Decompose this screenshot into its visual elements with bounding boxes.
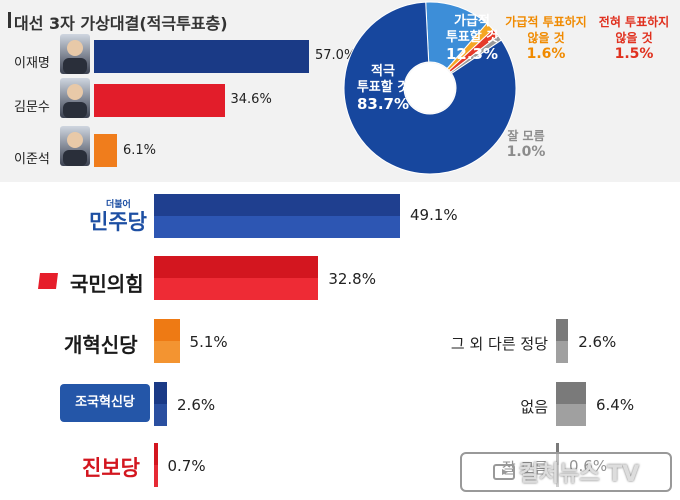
party-bar bbox=[154, 256, 319, 300]
pie-chart bbox=[343, 1, 517, 175]
party-bar bbox=[154, 319, 180, 363]
avatar bbox=[60, 34, 90, 74]
candidate-value: 34.6% bbox=[230, 92, 272, 107]
avatar bbox=[60, 78, 90, 118]
avatar bbox=[60, 126, 90, 166]
person-icon bbox=[63, 40, 87, 74]
watermark-text: 컬처뉴스 TV bbox=[518, 462, 640, 487]
party-logo: 조국혁신당 bbox=[60, 384, 150, 422]
party-value: 5.1% bbox=[189, 333, 228, 351]
candidate-value: 6.1% bbox=[123, 143, 157, 158]
pie-label-line: 전혀 투표하지 bbox=[598, 15, 670, 29]
pie-label-line: 않을 것 bbox=[615, 31, 653, 45]
chart-title: 대선 3자 가상대결(적극투표층) bbox=[14, 14, 228, 33]
other-value: 6.4% bbox=[596, 396, 635, 414]
other-value: 2.6% bbox=[578, 333, 617, 351]
party-logo: 더불어 민주당 bbox=[88, 200, 148, 234]
pie-label-value: 1.6% bbox=[526, 46, 566, 62]
pie-label-value: 83.7% bbox=[356, 95, 410, 113]
party-value: 0.7% bbox=[167, 457, 206, 475]
pie-label-line: 적극 bbox=[371, 64, 395, 79]
candidate-bar bbox=[94, 134, 117, 167]
pie-label-2: 가급적 투표할 것 12.3% bbox=[440, 14, 504, 62]
candidate-name: 이재명 bbox=[14, 56, 50, 71]
other-bar bbox=[556, 382, 586, 426]
party-value: 2.6% bbox=[177, 396, 216, 414]
other-bar bbox=[556, 319, 569, 363]
candidate-name: 김문수 bbox=[14, 100, 50, 115]
pie-label-line: 않을 것 bbox=[527, 31, 565, 45]
candidate-bar bbox=[94, 40, 309, 73]
pie-label-line: 투표할 것 bbox=[445, 30, 499, 45]
title-marker bbox=[8, 12, 11, 28]
pie-label-line: 가급적 bbox=[454, 14, 490, 29]
candidate-name: 이준석 bbox=[14, 152, 50, 167]
party-bar bbox=[154, 382, 168, 426]
pie-label-line: 가급적 투표하지 bbox=[505, 15, 587, 29]
pie-label-line: 투표할 것 bbox=[356, 80, 410, 95]
pie-label-value: 12.3% bbox=[445, 45, 499, 63]
party-logo: 진보당 bbox=[82, 456, 140, 480]
pie-hole bbox=[405, 63, 455, 113]
pie-label-3: 가급적 투표하지 않을 것 1.6% bbox=[500, 14, 592, 62]
person-icon bbox=[63, 84, 87, 118]
party-logo-text: 민주당 bbox=[89, 210, 147, 234]
pie-slice bbox=[343, 1, 517, 175]
pie-label-value: 1.0% bbox=[506, 144, 546, 160]
watermark: 컬처뉴스 TV bbox=[460, 452, 672, 492]
pie-label-4: 전혀 투표하지 않을 것 1.5% bbox=[592, 14, 676, 62]
party-value: 32.8% bbox=[328, 270, 376, 288]
person-icon bbox=[63, 132, 87, 166]
pie-label-value: 1.5% bbox=[614, 46, 654, 62]
pie-label-line: 잘 모름 bbox=[507, 129, 545, 143]
top-panel: 대선 3자 가상대결(적극투표층) 이재명 57.0% 김문수 34.6% 이준… bbox=[0, 0, 680, 182]
other-label: 그 외 다른 정당 bbox=[450, 335, 548, 353]
party-value: 49.1% bbox=[410, 206, 458, 224]
party-logo-text: 국민의힘 bbox=[70, 272, 144, 296]
party-logo-sub: 더불어 bbox=[106, 200, 131, 210]
tv-logo-icon bbox=[492, 464, 515, 480]
pie-label-1: 적극 투표할 것 83.7% bbox=[348, 64, 418, 112]
candidate-value: 57.0% bbox=[315, 48, 357, 63]
pie-label-5: 잘 모름 1.0% bbox=[496, 128, 556, 160]
party-mark-icon bbox=[38, 273, 58, 289]
candidate-bar bbox=[94, 84, 225, 117]
other-label: 없음 bbox=[520, 398, 548, 416]
party-bar bbox=[154, 443, 158, 487]
party-bar bbox=[154, 194, 400, 238]
party-logo: 개혁신당 bbox=[64, 333, 138, 357]
